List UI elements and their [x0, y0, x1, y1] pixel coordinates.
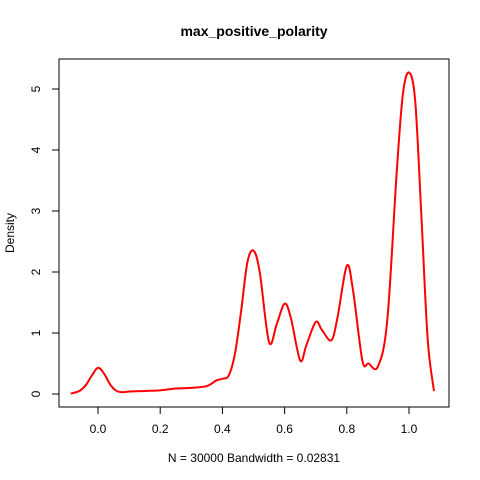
x-tick-label: 0.8: [338, 422, 355, 436]
x-tick-label: 0.4: [214, 422, 231, 436]
y-tick-label: 5: [29, 85, 43, 92]
y-tick-label: 1: [29, 329, 43, 336]
plot-frame: [58, 58, 450, 408]
y-axis-label: Density: [3, 213, 17, 253]
y-tick-label: 2: [29, 268, 43, 275]
x-tick-label: 0.0: [90, 422, 107, 436]
x-tick-label: 1.0: [401, 422, 418, 436]
density-series-line: [70, 71, 435, 395]
y-axis: 0 1 2 3 4 5: [29, 85, 60, 397]
y-tick-label: 0: [29, 390, 43, 397]
x-axis: 0.0 0.2 0.4 0.6 0.8 1.0: [90, 406, 418, 436]
x-tick-label: 0.6: [276, 422, 293, 436]
x-tick-label: 0.2: [152, 422, 169, 436]
x-axis-label: N = 30000 Bandwidth = 0.02831: [168, 451, 340, 465]
y-tick-label: 3: [29, 207, 43, 214]
y-tick-label: 4: [29, 146, 43, 153]
chart-title: max_positive_polarity: [180, 23, 327, 39]
